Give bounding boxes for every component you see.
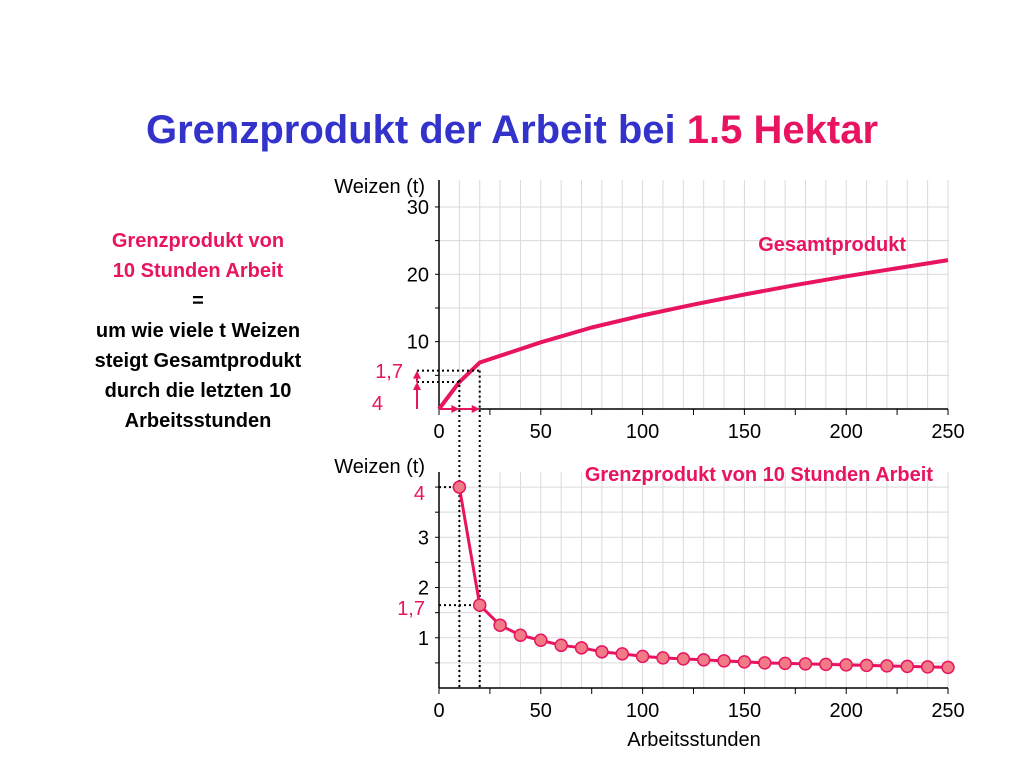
- bottom-chart-y-tick-label: 1: [418, 628, 429, 650]
- arrow-head-next-10: [471, 405, 480, 413]
- marginal-product-point: [574, 641, 589, 655]
- marginal-product-point: [635, 649, 650, 664]
- bottom-chart-x-tick-label: 150: [728, 700, 761, 722]
- marginal-product-point: [941, 660, 955, 675]
- explanation-line-4: um wie viele t Weizen: [95, 320, 301, 342]
- top-chart-x-tick-label: 150: [728, 421, 761, 443]
- marginal-product-series-label: Grenzprodukt von 10 Stunden Arbeit: [585, 464, 934, 486]
- marginal-product-point: [737, 655, 752, 669]
- marginal-product-point: [472, 598, 487, 612]
- marginal-product-point: [819, 657, 833, 672]
- bottom-chart-x-tick-label: 100: [626, 700, 659, 722]
- bottom-x-axis-label: Arbeitsstunden: [627, 729, 760, 751]
- annotation-label-4: 4: [372, 393, 383, 415]
- marginal-product-point: [798, 657, 813, 671]
- top-chart-x-tick-label: 100: [626, 421, 659, 443]
- explanation-line-3: =: [192, 290, 204, 312]
- top-chart-x-tick-label: 50: [530, 421, 552, 443]
- bottom-chart-x-tick-label: 0: [433, 700, 444, 722]
- marginal-product-point: [452, 480, 467, 494]
- marginal-product-point: [717, 654, 731, 668]
- bottom-chart-x-tick-label: 50: [530, 700, 552, 722]
- marginal-product-point: [493, 618, 507, 632]
- explanation-line-7: Arbeitsstunden: [124, 410, 272, 432]
- top-chart-x-tick-label: 200: [830, 421, 863, 443]
- explanation-line-6: durch die letzten 10: [104, 380, 292, 402]
- top-chart-y-tick-label: 20: [407, 264, 429, 286]
- bottom-chart-y-tick-label: 2: [418, 578, 429, 600]
- bottom-chart-x-tick-label: 250: [931, 700, 964, 722]
- marginal-product-point: [696, 653, 711, 667]
- arrow-head-first-10: [451, 405, 460, 413]
- top-chart-y-tick-label: 10: [407, 332, 429, 354]
- arrow-head-4: [413, 382, 421, 391]
- total-product-line: [437, 258, 949, 411]
- marginal-product-point: [615, 647, 629, 661]
- bottom-chart-y-axis-label: Weizen (t): [334, 456, 425, 478]
- marginal-product-point: [859, 658, 874, 673]
- slide-title: Grenzprodukt der Arbeit bei 1.5 Hektar: [0, 108, 1024, 153]
- marginal-product-point: [534, 633, 548, 648]
- title-accent: 1.5 Hektar: [686, 108, 879, 152]
- marginal-product-point: [920, 660, 935, 674]
- top-chart-x-tick-label: 0: [433, 421, 444, 443]
- marginal-product-point: [778, 656, 792, 671]
- marginal-product-chart: 0 50 100 150 200 250 1 2 3 Weizen (t) Grenzprodukt…: [334, 380, 965, 751]
- explanation-text: Grenzprodukt von 10 Stunden Arbeit = um …: [60, 226, 336, 436]
- marginal-product-point: [900, 659, 915, 674]
- annotation-label-1-7-bottom: 1,7: [397, 598, 425, 620]
- annotation-label-4-bottom: 4: [414, 483, 425, 505]
- marginal-product-point: [839, 658, 853, 672]
- top-chart-y-tick-label: 30: [407, 197, 429, 219]
- marginal-product-point: [676, 652, 691, 666]
- marginal-product-point: [880, 659, 894, 673]
- explanation-line-2: 10 Stunden Arbeit: [112, 260, 284, 282]
- marginal-product-point: [595, 645, 609, 659]
- annotation-label-1-7: 1,7: [375, 361, 403, 383]
- marginal-product-point: [656, 651, 670, 665]
- arrow-head-1-7: [413, 370, 421, 379]
- title-main: Grenzprodukt der Arbeit bei: [145, 108, 687, 152]
- marginal-product-point: [513, 628, 528, 643]
- top-chart-y-axis-label: Weizen (t): [334, 176, 425, 198]
- total-product-series-label: Gesamtprodukt: [758, 234, 906, 256]
- explanation-line-5: steigt Gesamtprodukt: [94, 350, 302, 372]
- top-chart-x-tick-label: 250: [931, 421, 964, 443]
- explanation-line-1: Grenzprodukt von: [111, 230, 285, 252]
- bottom-chart-x-tick-label: 200: [830, 700, 863, 722]
- marginal-product-point: [554, 638, 568, 653]
- marginal-product-point: [758, 656, 772, 670]
- bottom-chart-y-tick-label: 3: [418, 527, 429, 549]
